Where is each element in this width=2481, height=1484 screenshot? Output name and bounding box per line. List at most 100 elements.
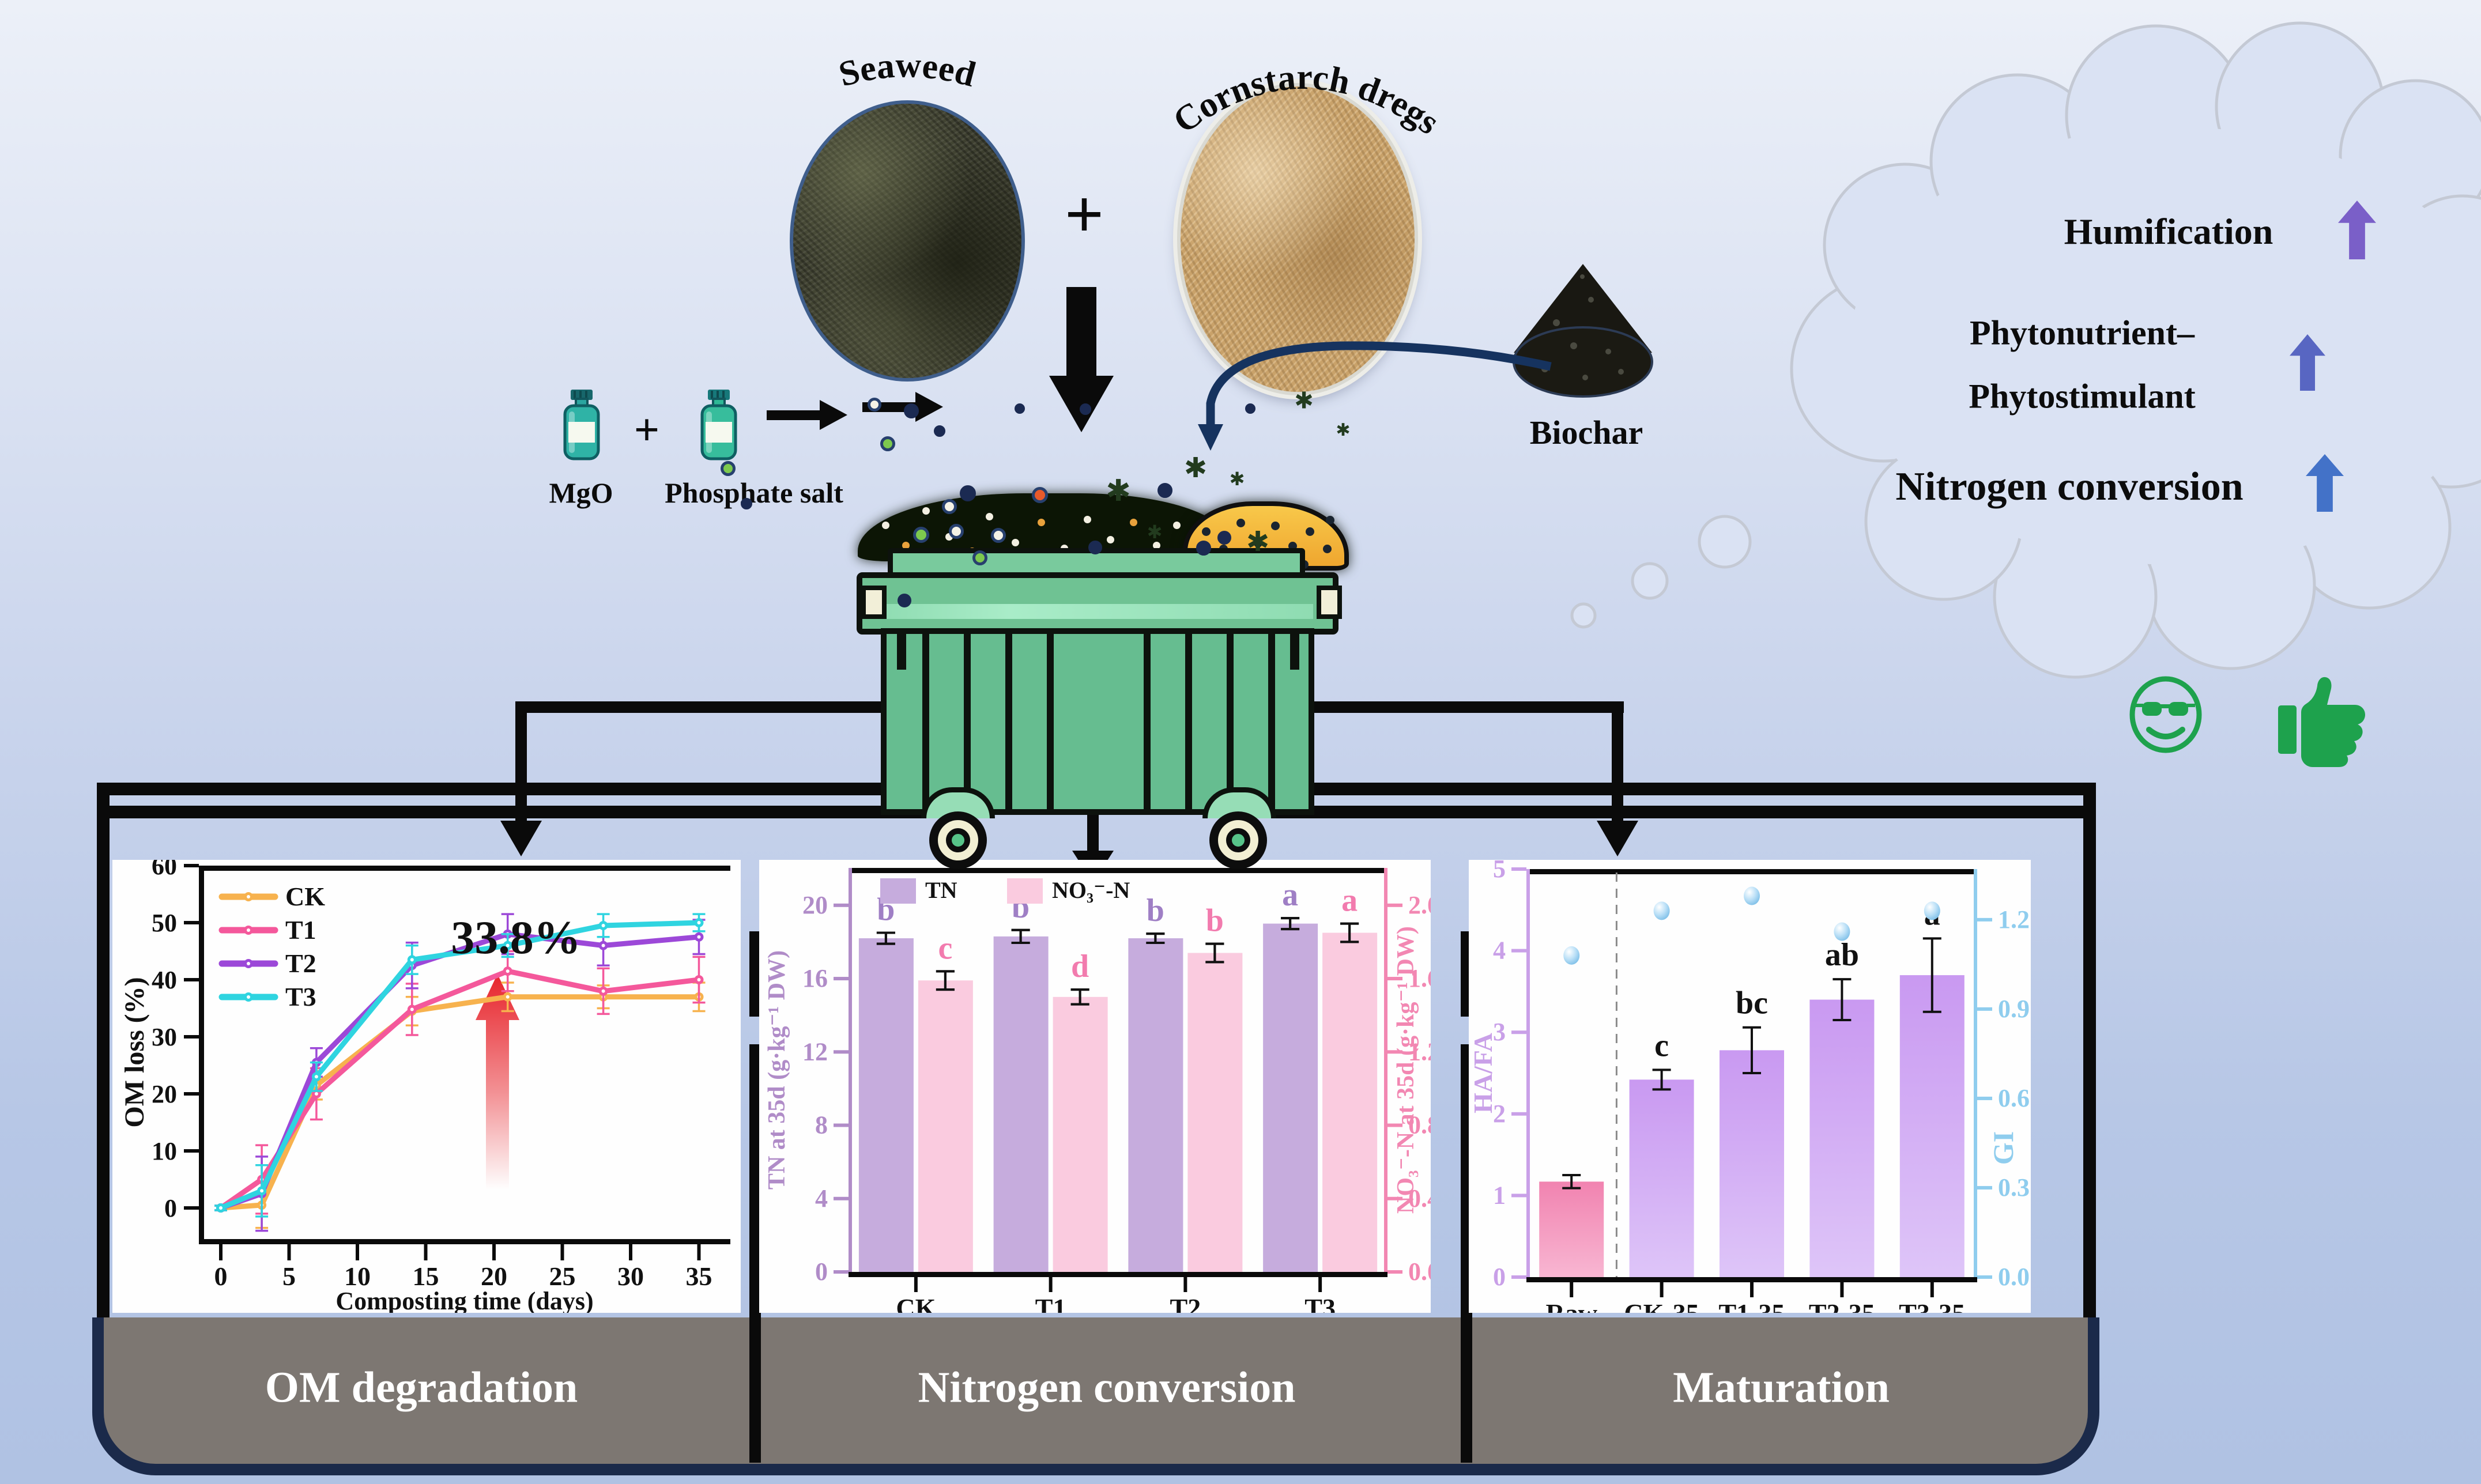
svg-text:30: 30 [152,1023,177,1051]
hafa-gi-chart: 0 1 2 3 4 5 0.0 0.3 0.6 0.9 1.2 Raw CK-35 T1-35 T2-35 T… [1468,855,2030,1328]
mgo-label: MgO [549,477,613,509]
biochar-connector-arrow [1198,341,1552,451]
svg-text:c: c [1654,1028,1669,1063]
svg-text:12: 12 [802,1037,828,1066]
plus-sign: + [1065,176,1104,252]
svg-text:Seaweed: Seaweed [835,46,979,95]
svg-text:35: 35 [686,1262,712,1291]
mgo-bottle-icon [563,390,600,460]
svg-text:0.9: 0.9 [1998,995,2030,1023]
frame-line [1255,783,2096,795]
svg-text:30: 30 [617,1262,644,1291]
svg-text:CK: CK [285,882,325,911]
svg-text:d: d [1071,949,1089,984]
composter-wheel [1209,811,1267,869]
maturation-panel: 0 1 2 3 4 5 0.0 0.3 0.6 0.9 1.2 Raw CK-35 T1-35 T2-35 T… [1468,855,2031,1328]
svg-text:T1: T1 [1035,1293,1066,1313]
arrow-down-icon [500,821,542,856]
svg-text:3: 3 [1493,1018,1506,1046]
connector-arrow-right [1612,701,1623,821]
svg-text:20: 20 [481,1262,507,1291]
svg-text:2: 2 [1493,1100,1506,1128]
svg-text:0.6: 0.6 [1998,1084,2030,1112]
svg-text:33.8%: 33.8% [451,911,581,964]
svg-text:1.2: 1.2 [1998,905,2030,934]
svg-text:20: 20 [802,891,828,919]
section-divider [749,1044,761,1463]
svg-text:20: 20 [152,1080,177,1108]
svg-text:Cornstarch dregs: Cornstarch dregs [1166,58,1446,142]
results-band [92,1317,2099,1475]
section-divider [749,931,761,1017]
svg-text:T3-35: T3-35 [1899,1298,1965,1313]
cloud-label-nitrogen-conversion: Nitrogen conversion [1895,465,2244,509]
thought-cloud [1570,21,2481,679]
svg-text:c: c [938,930,952,966]
svg-text:CK: CK [896,1293,936,1313]
svg-text:NO₃⁻-N: NO₃⁻-N [1052,877,1130,903]
svg-text:HA/FA: HA/FA [1469,1033,1498,1113]
svg-text:25: 25 [549,1262,576,1291]
svg-text:0: 0 [815,1258,828,1286]
svg-text:b: b [1147,893,1164,928]
svg-text:T2-35: T2-35 [1809,1298,1875,1313]
cornstarch-label: Cornstarch dregs [1166,58,1446,142]
svg-text:10: 10 [344,1262,371,1291]
thumbs-up-icon [2278,677,2365,767]
svg-text:5: 5 [282,1262,296,1291]
svg-text:60: 60 [152,860,177,880]
svg-text:CK-35: CK-35 [1624,1298,1699,1313]
biochar-cone-icon [1513,264,1653,398]
tn-no3-chart: 0481216200.00.40.81.21.62.0CKT1T2T3bbbac… [764,868,1440,1323]
phosphate-salt-label: Phosphate salt [665,477,843,509]
svg-text:4: 4 [815,1184,828,1213]
svg-text:T3: T3 [285,982,316,1011]
composter-lid-stripe [880,604,1313,619]
svg-text:2.0: 2.0 [1408,891,1431,919]
connector-arrow-right [1265,701,1624,713]
connector-arrow-left [515,701,953,713]
svg-text:a: a [1282,877,1298,913]
svg-text:T2: T2 [1170,1293,1201,1313]
svg-text:0: 0 [164,1194,177,1222]
biochar-label: Biochar [1530,414,1643,451]
svg-text:0.0: 0.0 [1998,1263,2030,1291]
svg-text:a: a [1341,883,1358,919]
om-degradation-panel: 0 10 20 30 40 50 60 0 5 10 15 20 25 30 35 Composting ti… [112,852,741,1315]
svg-text:15: 15 [413,1262,439,1291]
svg-text:OM loss (%): OM loss (%) [119,977,150,1127]
svg-text:1: 1 [1493,1181,1506,1209]
svg-text:8: 8 [815,1111,828,1139]
cloud-label-humification: Humification [2064,211,2273,252]
svg-text:0.3: 0.3 [1998,1173,2030,1202]
svg-text:Raw: Raw [1545,1298,1597,1313]
svg-text:16: 16 [802,964,828,992]
svg-text:bc: bc [1736,985,1768,1021]
svg-text:TN: TN [925,877,957,903]
svg-text:0.0: 0.0 [1408,1258,1431,1286]
composter-lid-cap [861,586,887,619]
composter-body [881,628,1314,815]
frame-line [97,783,110,1331]
frame-line [1255,806,2096,818]
band-label-maturation: Maturation [1673,1363,1890,1412]
om-loss-chart: 0 10 20 30 40 50 60 0 5 10 15 20 25 30 35 Composting ti… [119,852,730,1315]
cornstarch-dregs-photo [1177,83,1418,395]
composter-lid-cap [1317,586,1342,619]
band-label-om-degradation: OM degradation [265,1363,578,1412]
cloud-label-phytonutrient: Phytonutrient– [1970,314,2195,352]
svg-text:T2: T2 [285,949,316,978]
connector-arrow-left [515,701,527,821]
nitrogen-conversion-panel: 0481216200.00.40.81.21.62.0CKT1T2T3bbbac… [759,860,1440,1323]
svg-text:ab: ab [1825,937,1859,973]
frame-line [2083,783,2096,1331]
composter-wheel [929,811,987,869]
band-label-nitrogen-conversion: Nitrogen conversion [918,1363,1296,1412]
arrow-down-icon [1597,821,1638,856]
svg-text:4: 4 [1493,937,1506,965]
svg-text:T3: T3 [1304,1293,1336,1313]
connector-arrow-middle [1087,814,1099,852]
svg-text:T1: T1 [285,915,316,945]
phosphate-bottle-icon [700,390,737,460]
